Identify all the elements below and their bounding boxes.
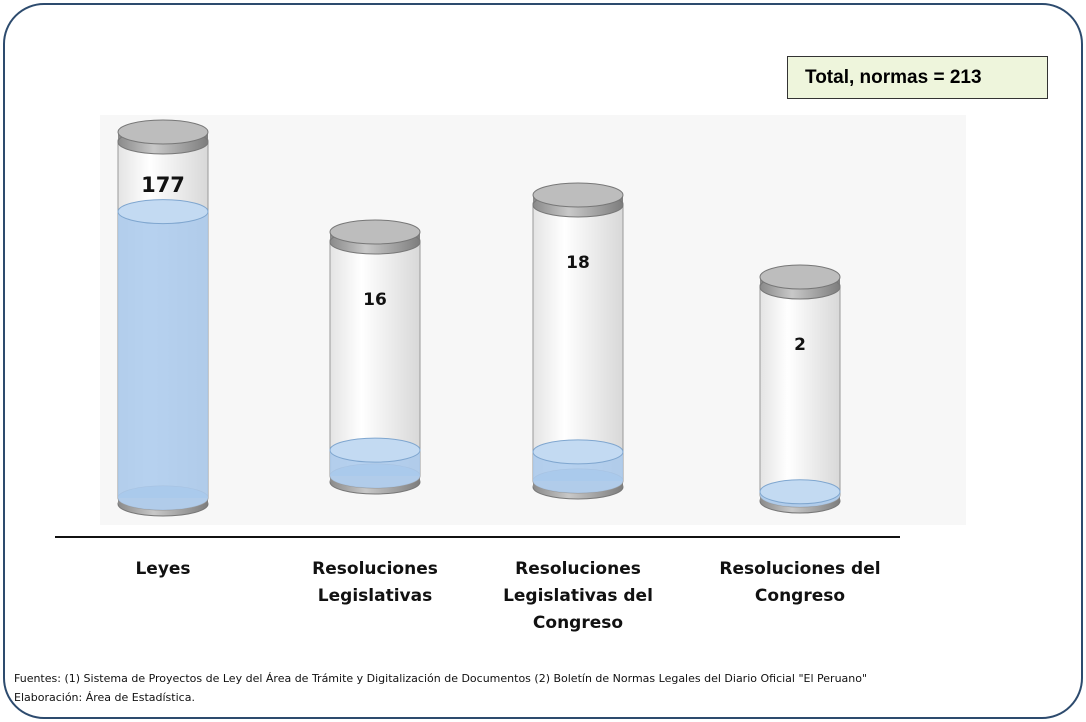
x-tick-label: Resoluciones del Congreso bbox=[719, 559, 881, 606]
lid-top bbox=[117, 119, 209, 145]
fill-top bbox=[329, 437, 421, 463]
cylinder-body bbox=[532, 202, 624, 482]
cylinder-body bbox=[329, 239, 421, 477]
data-label: 2 bbox=[794, 335, 806, 355]
data-label: 18 bbox=[566, 253, 590, 273]
x-tick-label: Resoluciones Legislativas bbox=[312, 559, 438, 606]
lid-top bbox=[532, 182, 624, 208]
fill-top bbox=[117, 199, 209, 225]
data-label: 177 bbox=[141, 173, 185, 197]
footnote: Elaboración: Área de Estadística. bbox=[14, 691, 195, 704]
frame bbox=[3, 3, 1083, 719]
lid-top bbox=[329, 219, 421, 245]
x-tick-label: Resoluciones Legislativas del Congreso bbox=[503, 559, 653, 633]
fill-top bbox=[532, 439, 624, 465]
lid-top bbox=[759, 264, 841, 290]
fill-bar bbox=[118, 211, 208, 498]
data-label: 16 bbox=[363, 290, 387, 310]
x-tick-label: Leyes bbox=[135, 559, 191, 579]
annotation: Total, normas = 213 bbox=[787, 56, 1048, 99]
cylinder-body bbox=[759, 284, 841, 496]
footnote: Fuentes: (1) Sistema de Proyectos de Ley… bbox=[14, 672, 868, 685]
fill-top bbox=[759, 479, 841, 505]
